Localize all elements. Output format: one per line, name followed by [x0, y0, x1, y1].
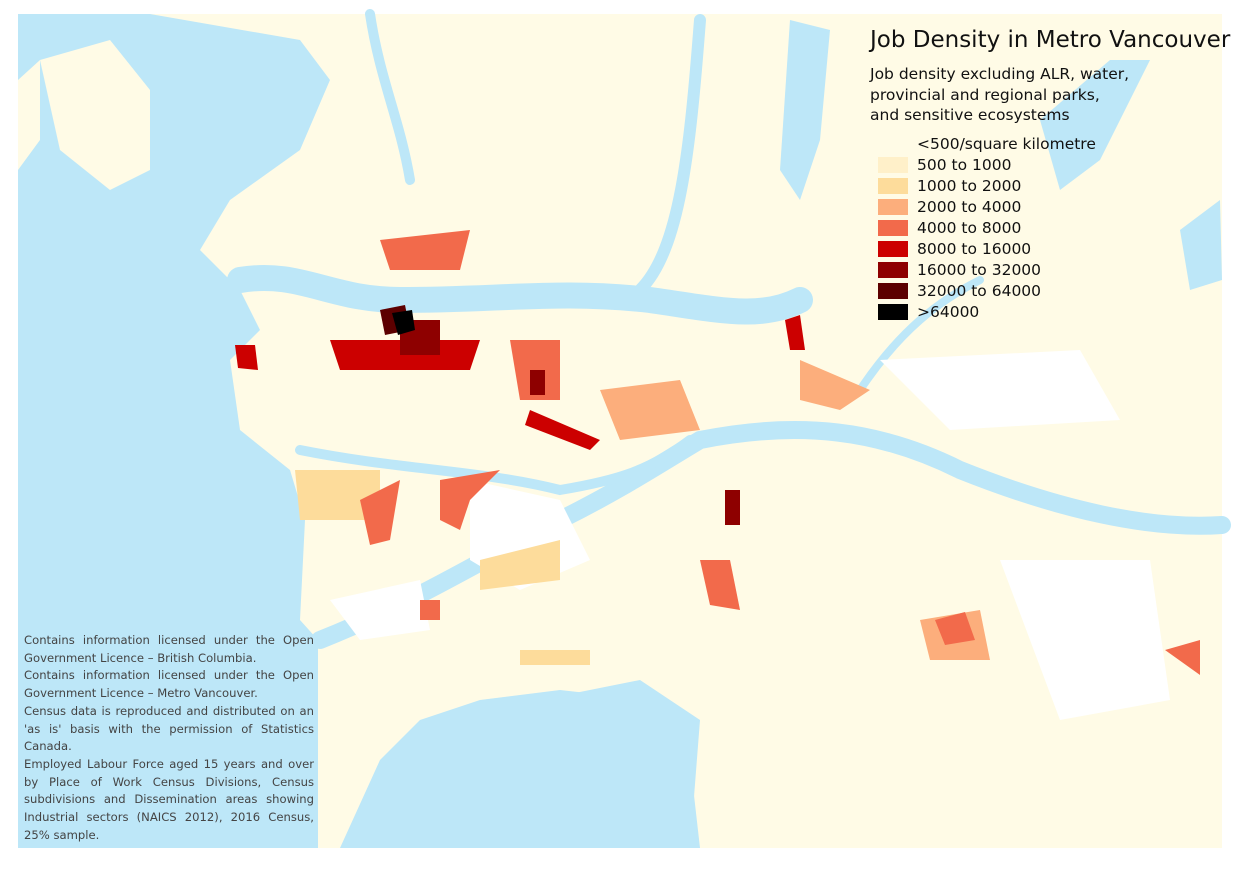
inlet [227, 264, 813, 325]
legend-label: <500/square kilometre [917, 134, 1096, 153]
patch [525, 410, 600, 450]
legend-item: 1000 to 2000 [878, 175, 1096, 196]
patch [440, 470, 500, 530]
unclassified-area [1000, 560, 1170, 720]
bay [500, 680, 700, 848]
legend-label: 4000 to 8000 [917, 218, 1022, 237]
patch [935, 612, 975, 645]
attribution-text: Census data is reproduced and distribute… [24, 703, 314, 754]
patch [480, 540, 560, 590]
legend-item: 4000 to 8000 [878, 217, 1096, 238]
subtitle-line: and sensitive ecosystems [870, 106, 1070, 124]
lake [1040, 60, 1150, 190]
patch [520, 650, 590, 665]
patch [785, 315, 805, 350]
lake [1180, 200, 1222, 290]
legend-swatch [878, 219, 908, 236]
inlet [634, 14, 706, 296]
legend-swatch [878, 198, 908, 215]
attribution-text: Contains information licensed under the … [24, 633, 314, 665]
legend-label: 500 to 1000 [917, 155, 1012, 174]
density-patches [235, 230, 1200, 675]
legend-label: 8000 to 16000 [917, 239, 1032, 258]
lake [780, 20, 830, 200]
attribution-text: Employed Labour Force aged 15 years and … [24, 756, 314, 842]
legend-item: 2000 to 4000 [878, 196, 1096, 217]
patch [725, 490, 740, 525]
attribution: Contains information licensed under the … [24, 632, 314, 844]
legend-item: <500/square kilometre [878, 133, 1096, 154]
patch [1165, 640, 1200, 675]
patch [700, 560, 740, 610]
unclassified-area [880, 350, 1120, 430]
legend-label: >64000 [917, 302, 980, 321]
legend-swatch [878, 177, 908, 194]
legend-swatch [878, 303, 908, 320]
legend: <500/square kilometre 500 to 1000 1000 to … [878, 133, 1096, 322]
river [295, 435, 695, 496]
legend-swatch [878, 135, 908, 152]
legend-item: 500 to 1000 [878, 154, 1096, 175]
patch [392, 310, 415, 335]
island [18, 60, 40, 170]
legend-swatch [878, 261, 908, 278]
unclassified-area [330, 580, 430, 640]
legend-label: 16000 to 32000 [917, 260, 1042, 279]
patch [360, 480, 400, 545]
legend-item: 8000 to 16000 [878, 238, 1096, 259]
legend-swatch [878, 282, 908, 299]
patch [295, 470, 380, 520]
legend-swatch [878, 240, 908, 257]
patch [420, 600, 440, 620]
patch [530, 370, 545, 395]
patch [235, 345, 258, 370]
legend-swatch [878, 156, 908, 173]
map-title: Job Density in Metro Vancouver [870, 27, 1231, 53]
inlet [365, 9, 415, 185]
river [856, 276, 984, 394]
patch [380, 230, 470, 270]
legend-item: >64000 [878, 301, 1096, 322]
attribution-text: Contains information licensed under the … [24, 668, 314, 701]
island [40, 40, 150, 190]
legend-item: 32000 to 64000 [878, 280, 1096, 301]
legend-label: 1000 to 2000 [917, 176, 1022, 195]
patch [600, 380, 700, 440]
legend-label: 2000 to 4000 [917, 197, 1022, 216]
subtitle-line: provincial and regional parks, [870, 85, 1100, 104]
legend-item: 16000 to 32000 [878, 259, 1096, 280]
map-subtitle: Job density excluding ALR, water, provinc… [870, 64, 1129, 126]
legend-label: 32000 to 64000 [917, 281, 1042, 300]
subtitle-line: Job density excluding ALR, water, [870, 65, 1130, 83]
patch [800, 360, 870, 410]
